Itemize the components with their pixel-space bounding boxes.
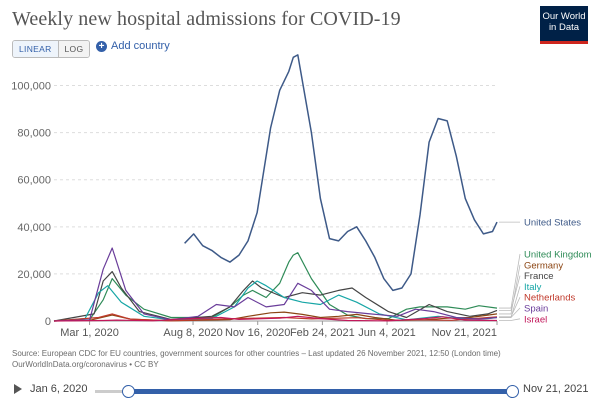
timeline-slider: Jan 6, 2020 Nov 21, 2021 — [0, 378, 600, 400]
logo-red-bar — [540, 41, 588, 44]
play-icon[interactable] — [14, 384, 22, 394]
series-line — [53, 271, 498, 322]
logo-line-1: Our World — [542, 11, 586, 22]
add-country-button[interactable]: + Add country — [96, 40, 170, 52]
legend-connector — [499, 307, 521, 318]
y-tick-label: 20,000 — [17, 269, 51, 281]
y-tick-label: 40,000 — [17, 222, 51, 234]
legend-label: United States — [524, 218, 581, 229]
scale-toggle: LINEAR LOG — [12, 40, 91, 58]
y-tick-label: 80,000 — [17, 128, 51, 140]
source-line-1: Source: European CDC for EU countries, g… — [12, 349, 501, 358]
timeline-start-handle[interactable] — [122, 385, 135, 398]
logo-line-2: in Data — [548, 22, 580, 33]
x-tick-label: Aug 8, 2020 — [163, 327, 222, 339]
series-line — [53, 315, 498, 322]
x-tick-label: Nov 21, 2021 — [432, 327, 497, 339]
legend-connector — [499, 297, 521, 318]
add-country-label: Add country — [111, 40, 170, 52]
timeline-end-handle[interactable] — [506, 385, 519, 398]
series-line — [53, 252, 498, 322]
x-tick-label: Nov 16, 2020 — [225, 327, 290, 339]
y-tick-label: 100,000 — [11, 81, 51, 93]
legend-label: Israel — [524, 314, 547, 325]
legend-label: France — [524, 271, 554, 282]
owid-logo[interactable]: Our World in Data — [540, 6, 588, 44]
series-line — [53, 247, 498, 322]
timeline-range-fill[interactable] — [128, 389, 512, 394]
legend-label: Germany — [524, 260, 563, 271]
legend-connector — [499, 318, 521, 321]
linear-scale-button[interactable]: LINEAR — [13, 41, 59, 57]
legend-connector — [499, 275, 521, 311]
line-chart: 0 20,000 40,000 60,000 80,000 100,000 Mar 1, 2… — [11, 54, 592, 339]
source-note: Source: European CDC for EU countries, g… — [12, 348, 501, 370]
y-tick-label: 0 — [45, 316, 51, 328]
x-tick-label: Jun 4, 2021 — [358, 327, 416, 339]
legend-label: United Kingdom — [524, 250, 592, 261]
legend-connector — [499, 264, 521, 315]
chart-title: Weekly new hospital admissions for COVID… — [12, 8, 401, 30]
series-line — [184, 54, 498, 292]
legend-connector — [499, 253, 521, 309]
source-line-2: OurWorldInData.org/coronavirus • CC BY — [12, 360, 159, 369]
y-tick-label: 60,000 — [17, 175, 51, 187]
plus-icon: + — [96, 40, 107, 52]
log-scale-button[interactable]: LOG — [58, 41, 90, 57]
timeline-start-label: Jan 6, 2020 — [30, 383, 88, 395]
legend-label: Italy — [524, 282, 542, 293]
timeline-end-label: Nov 21, 2021 — [523, 383, 589, 395]
legend-label: Spain — [524, 304, 548, 315]
legend-label: Netherlands — [524, 293, 575, 304]
legend-connector — [499, 286, 521, 318]
x-tick-label: Mar 1, 2020 — [60, 327, 119, 339]
x-tick-label: Feb 24, 2021 — [290, 327, 355, 339]
